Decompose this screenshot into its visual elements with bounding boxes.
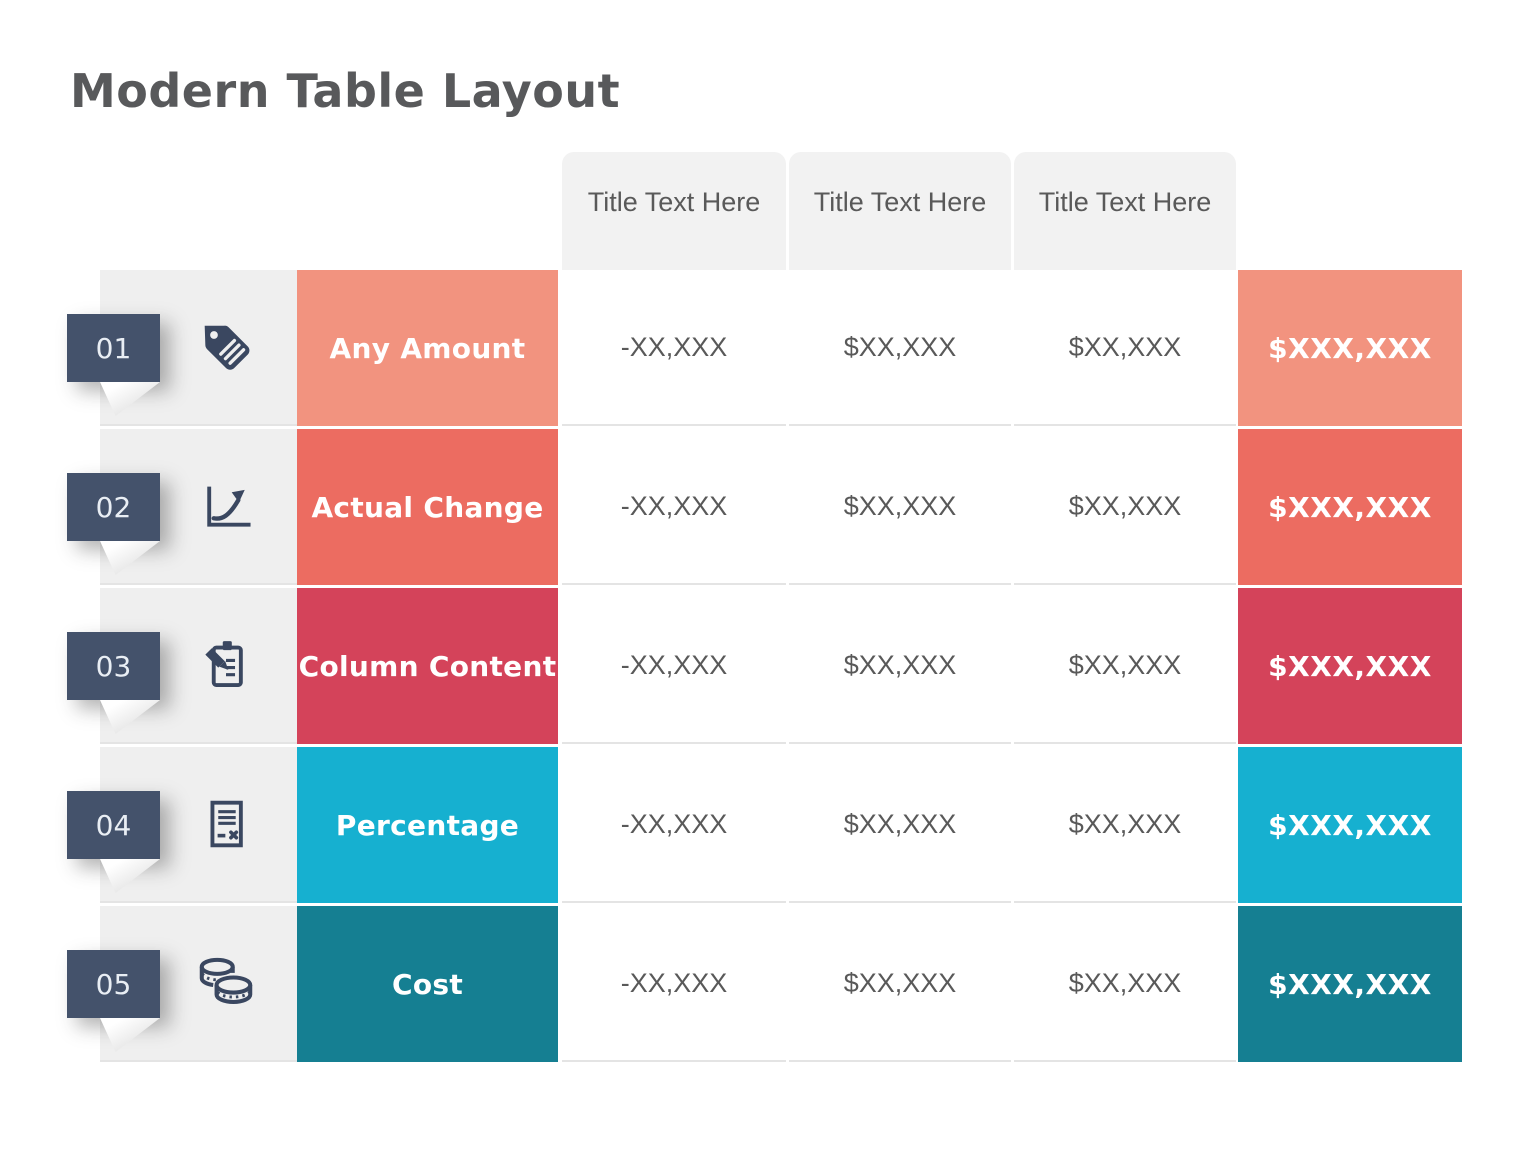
table-cell: $XX,XXX — [1014, 429, 1236, 585]
ribbon-fold — [100, 859, 160, 893]
table-header-cell: Title Text Here — [789, 152, 1011, 270]
row-label: Column Content — [298, 649, 557, 683]
row-total-cell: $XXX,XXX — [1238, 747, 1462, 903]
coins-icon — [199, 957, 252, 1004]
row-label: Actual Change — [311, 490, 544, 524]
table-cell: -XX,XXX — [562, 906, 786, 1062]
row-total-cell: $XXX,XXX — [1238, 270, 1462, 426]
row-number-plate: 05 — [67, 950, 160, 1052]
ribbon-fold — [100, 382, 160, 416]
page-title: Modern Table Layout — [70, 64, 621, 118]
table-cell: -XX,XXX — [562, 588, 786, 744]
table-row: 01 Any Amount -XX,XXX $XX,XXX $XX,XXX $X… — [67, 270, 1462, 426]
row-label: Any Amount — [329, 331, 526, 365]
row-total-cell: $XXX,XXX — [1238, 429, 1462, 585]
row-total-cell: $XXX,XXX — [1238, 906, 1462, 1062]
clipboard-pencil-icon — [204, 641, 243, 687]
row-number-plate: 02 — [67, 473, 160, 575]
trend-arrow-icon — [206, 486, 251, 527]
table-header-cell: Title Text Here — [562, 152, 786, 270]
table-cell: $XX,XXX — [1014, 270, 1236, 426]
row-number: 05 — [67, 950, 160, 1018]
table-cell: $XX,XXX — [789, 906, 1011, 1062]
row-number-plate: 01 — [67, 314, 160, 416]
row-label-cell: Column Content — [297, 588, 558, 744]
row-number: 02 — [67, 473, 160, 541]
row-label-cell: Actual Change — [297, 429, 558, 585]
modern-table: Title Text Here Title Text Here Title Te… — [67, 152, 1462, 1065]
table-header-cell: Title Text Here — [1014, 152, 1236, 270]
document-cancel-icon — [210, 800, 243, 848]
row-label-cell: Any Amount — [297, 270, 558, 426]
table-header-row: Title Text Here Title Text Here Title Te… — [562, 152, 1462, 270]
table-cell: $XX,XXX — [1014, 588, 1236, 744]
row-number: 03 — [67, 632, 160, 700]
row-total-cell: $XXX,XXX — [1238, 588, 1462, 744]
row-number: 04 — [67, 791, 160, 859]
table-cell: $XX,XXX — [789, 429, 1011, 585]
table-cell: -XX,XXX — [562, 747, 786, 903]
row-label: Cost — [391, 967, 464, 1001]
table-cell: -XX,XXX — [562, 429, 786, 585]
ribbon-fold — [100, 1018, 160, 1052]
ribbon-fold — [100, 541, 160, 575]
row-label-cell: Percentage — [297, 747, 558, 903]
table-cell: $XX,XXX — [1014, 747, 1236, 903]
row-label: Percentage — [335, 808, 520, 842]
table-row: 04 Percentage -XX,XXX $XX,XXX $XX,XXX $X… — [67, 747, 1462, 903]
row-number-plate: 04 — [67, 791, 160, 893]
table-cell: $XX,XXX — [789, 588, 1011, 744]
row-number-plate: 03 — [67, 632, 160, 734]
ribbon-fold — [100, 700, 160, 734]
table-cell: $XX,XXX — [1014, 906, 1236, 1062]
table-cell: $XX,XXX — [789, 747, 1011, 903]
table-cell: -XX,XXX — [562, 270, 786, 426]
row-label-cell: Cost — [297, 906, 558, 1062]
table-row: 05 Cost -XX,XXX $XX,XXX $XX,XXX — [67, 906, 1462, 1062]
table-cell: $XX,XXX — [789, 270, 1011, 426]
tag-icon — [204, 325, 249, 370]
table-row: 03 Column Content -XX,XXX $XX,XXX $XX,XX… — [67, 588, 1462, 744]
table-row: 02 Actual Change -XX,XXX $XX,XXX $XX,XXX… — [67, 429, 1462, 585]
row-number: 01 — [67, 314, 160, 382]
